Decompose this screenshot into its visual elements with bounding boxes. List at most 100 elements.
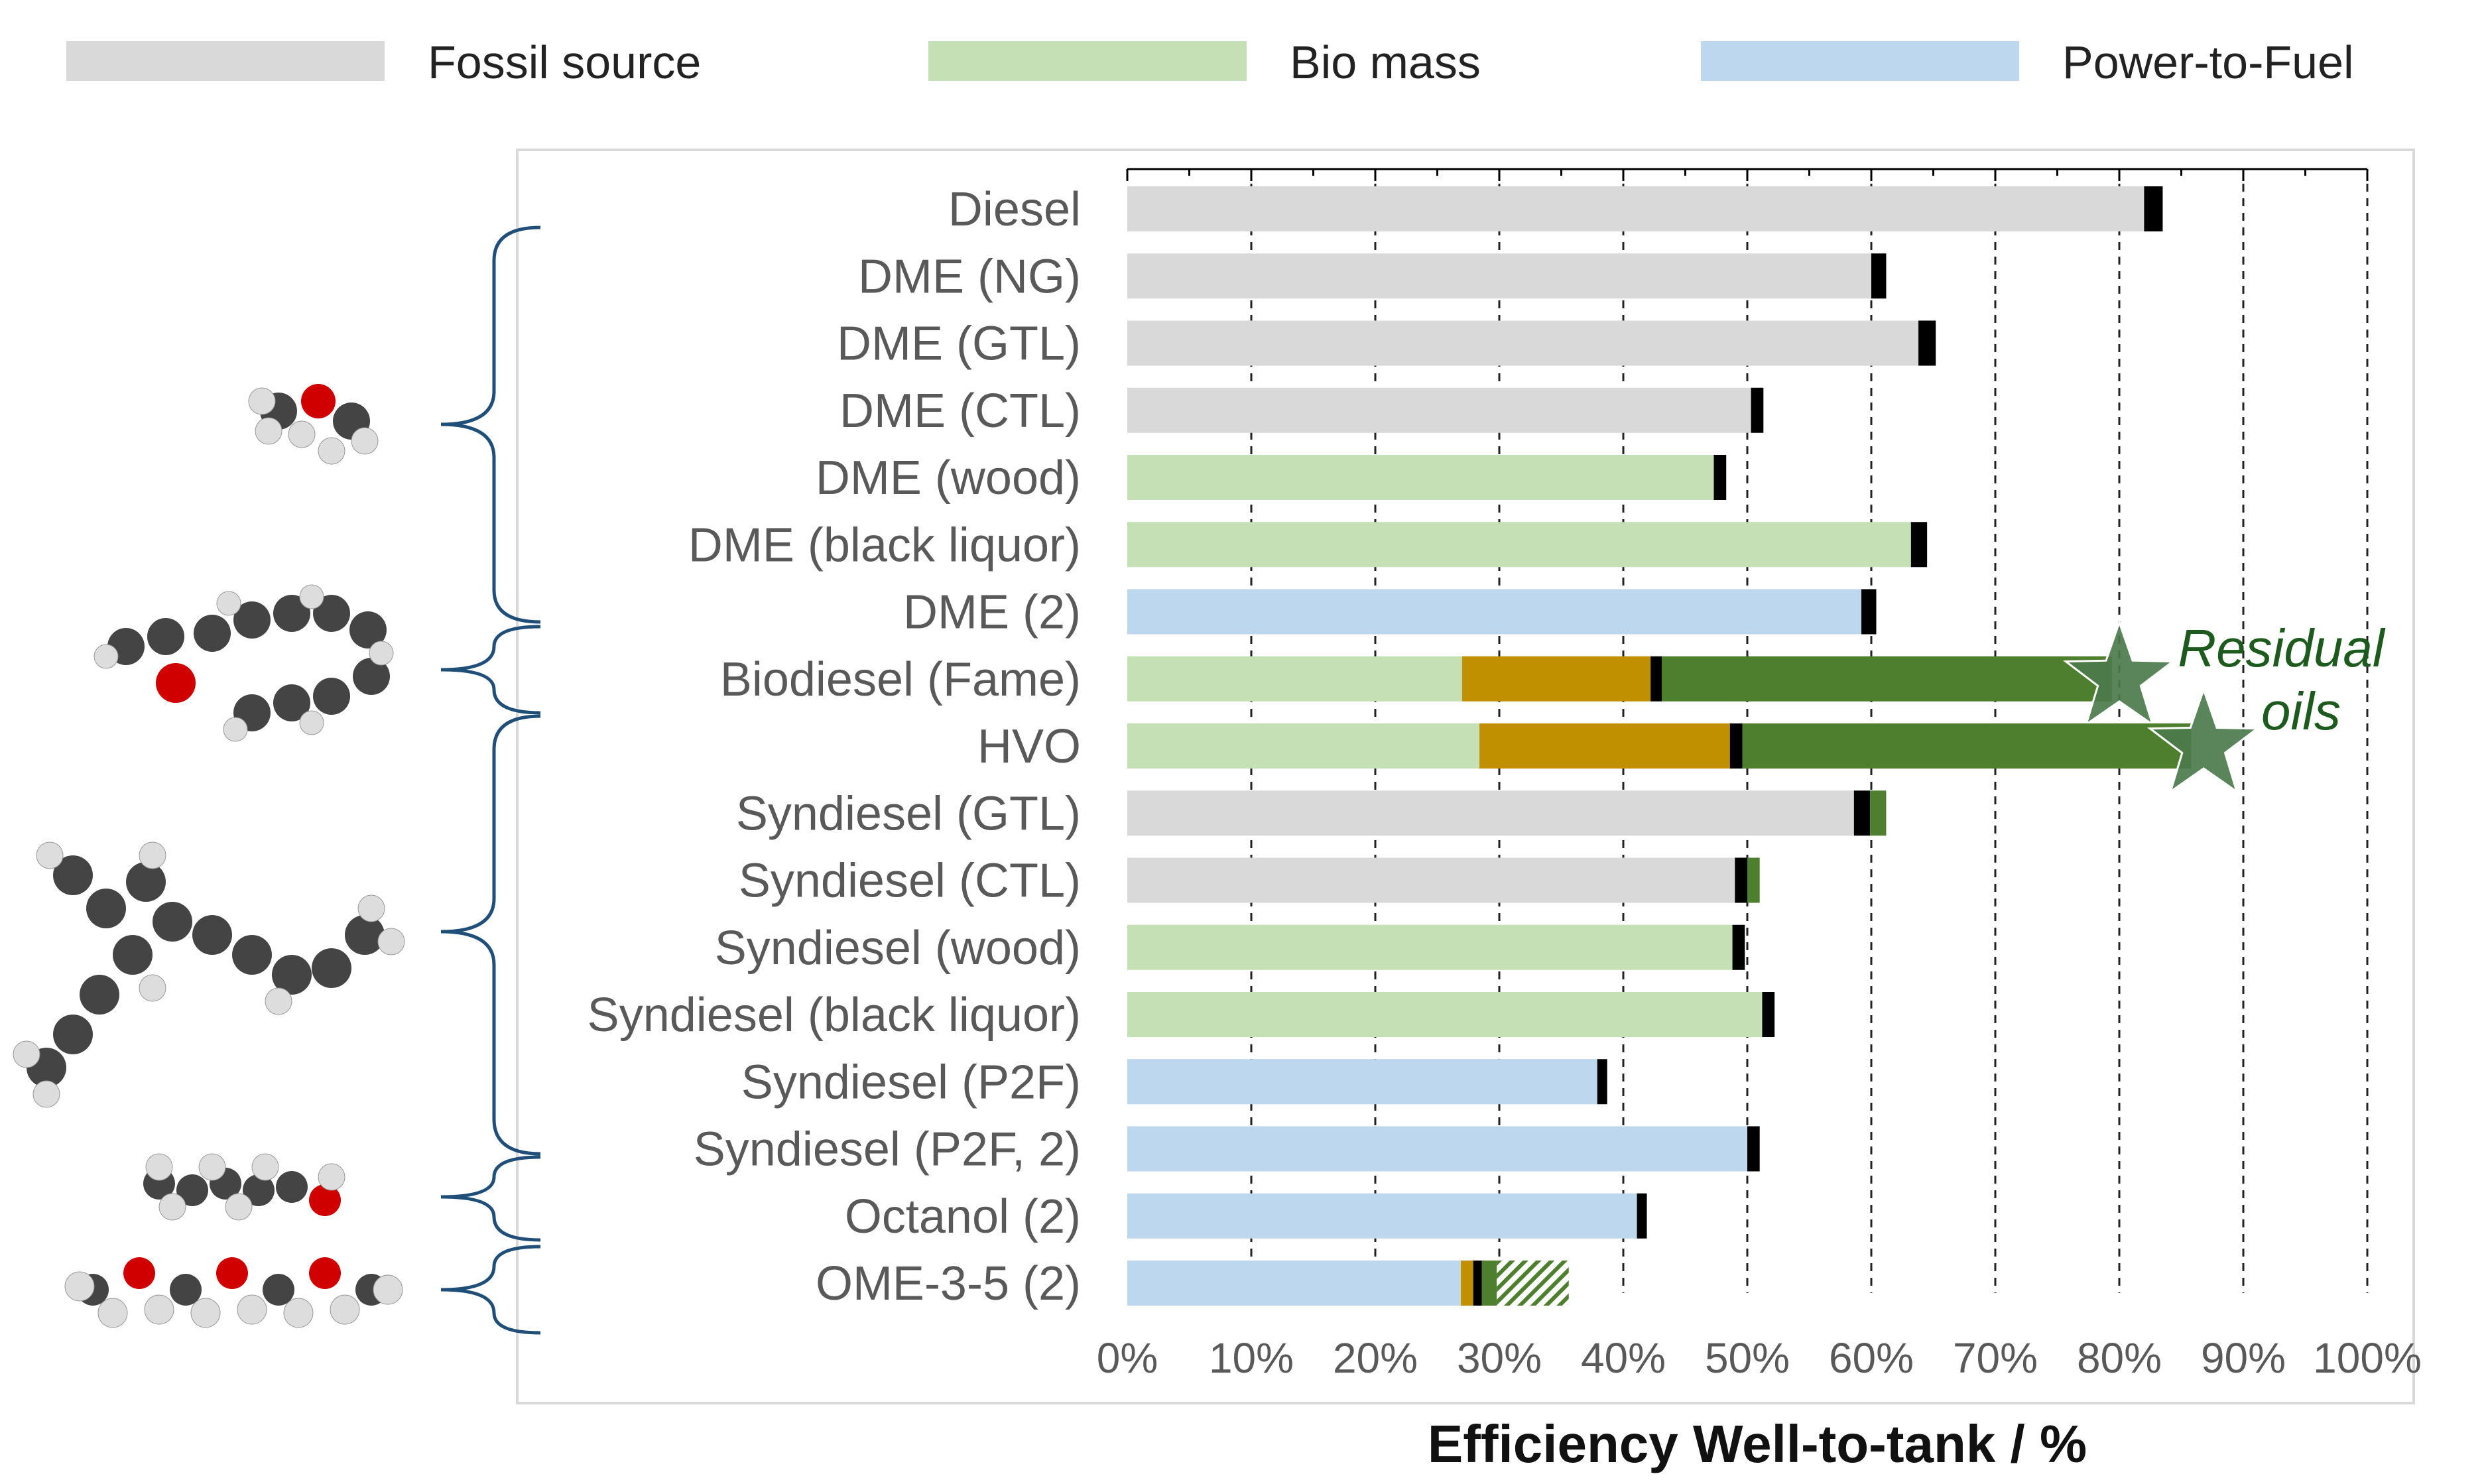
- category-label: Diesel: [948, 183, 1081, 236]
- bar-segment-bio: [1127, 656, 1462, 702]
- category-label: Syndiesel (CTL): [739, 855, 1081, 908]
- category-label: DME (2): [903, 586, 1081, 639]
- legend-label-biomass: Bio mass: [1290, 36, 1481, 88]
- bar-segment-marker: [1473, 1261, 1482, 1306]
- x-tick-label: 100%: [2313, 1334, 2422, 1382]
- bar-segment-marker: [1732, 924, 1745, 970]
- category-label: Syndiesel (GTL): [736, 787, 1081, 840]
- bars: [1127, 186, 2261, 1306]
- x-tick-label: 30%: [1457, 1334, 1542, 1382]
- residual-oils-star-icon: [2062, 619, 2176, 727]
- bar-segment-p2f: [1127, 1126, 1747, 1172]
- bar-segment-marker: [1751, 387, 1764, 433]
- bar-segment-marker: [1713, 455, 1727, 500]
- legend-swatch-fossil: [66, 41, 385, 81]
- bar-segment-orange: [1461, 656, 1651, 702]
- bar-segment-p2f: [1127, 589, 1862, 635]
- bar-segment-fossil: [1127, 320, 1919, 366]
- ome-molecule-icon: [64, 1257, 403, 1328]
- dme-molecule-icon: [248, 384, 379, 465]
- category-label: DME (GTL): [837, 318, 1081, 371]
- x-tick-label: 80%: [2077, 1334, 2162, 1382]
- x-tick-label: 40%: [1581, 1334, 1666, 1382]
- bar-segment-marker: [1861, 589, 1877, 635]
- category-label: Octanol (2): [845, 1190, 1081, 1243]
- category-label: Syndiesel (black liquor): [588, 989, 1081, 1042]
- brace-ome: [440, 1245, 541, 1335]
- bar-segment-bio: [1127, 723, 1480, 769]
- bar-segment-marker: [1729, 723, 1743, 769]
- bar-segment-bio: [1127, 455, 1714, 500]
- legend-label-power-to-fuel: Power-to-Fuel: [2062, 36, 2354, 88]
- bar-segment-bio: [1127, 992, 1763, 1037]
- category-label: Biodiesel (Fame): [720, 653, 1081, 706]
- bar-segment-marker: [1853, 790, 1871, 836]
- bar-segment-marker: [1650, 656, 1662, 702]
- bar-segment-marker: [1762, 992, 1775, 1037]
- bar-segment-bio: [1127, 924, 1733, 970]
- bar-segment-bio: [1127, 522, 1911, 568]
- bar-segment-fossil: [1127, 253, 1871, 299]
- legend-swatch-biomass: [928, 41, 1247, 81]
- category-label: DME (NG): [858, 250, 1081, 303]
- plot-frame: [516, 149, 2415, 1404]
- x-tick-label: 0%: [1097, 1334, 1158, 1382]
- bar-segment-marker: [1918, 320, 1936, 366]
- bar-segment-dark_green: [1870, 790, 1887, 836]
- bar-segment-fossil: [1127, 186, 2144, 231]
- residual-oils-star-icon: [2146, 686, 2261, 794]
- x-axis: 0% 10% 20% 30% 40% 50% 60% 70% 80% 90% 100%: [1097, 168, 2422, 1382]
- bar-segment-dark_green: [1661, 656, 2112, 702]
- bar-segment-p2f: [1127, 1193, 1637, 1239]
- bar-segment-marker: [1735, 857, 1747, 903]
- bar-segment-hatch: [1497, 1261, 1569, 1306]
- x-tick-label: 70%: [1953, 1334, 2038, 1382]
- x-axis-title: Efficiency Well-to-tank / %: [1428, 1414, 2087, 1473]
- bar-segment-marker: [2144, 186, 2163, 231]
- bar-segment-fossil: [1127, 387, 1751, 433]
- category-labels: Diesel DME (NG) DME (GTL) DME (CTL) DME (woo…: [588, 183, 1081, 1310]
- bar-segment-fossil: [1127, 790, 1854, 836]
- bar-segment-dark_green: [1742, 723, 2192, 769]
- bar-segment-orange: [1461, 1261, 1473, 1306]
- x-tick-label: 10%: [1209, 1334, 1294, 1382]
- group-braces: [440, 225, 541, 1335]
- category-label: OME-3-5 (2): [816, 1257, 1081, 1310]
- bar-segment-dark_green: [1481, 1261, 1497, 1306]
- category-label: DME (CTL): [839, 385, 1081, 438]
- legend: Fossil source Bio mass Power-to-Fuel: [66, 36, 2354, 88]
- brace-dme: [440, 225, 541, 624]
- bar-segment-fossil: [1127, 857, 1735, 903]
- category-label: Syndiesel (P2F): [741, 1056, 1081, 1109]
- bar-segment-orange: [1479, 723, 1730, 769]
- x-tick-label: 20%: [1333, 1334, 1418, 1382]
- legend-swatch-power-to-fuel: [1701, 41, 2019, 81]
- x-tick-label: 50%: [1705, 1334, 1790, 1382]
- bar-segment-dark_green: [1747, 857, 1760, 903]
- bar-segment-marker: [1597, 1059, 1607, 1105]
- residual-oils-annotation: Residual oils: [2178, 619, 2386, 741]
- x-tick-label: 90%: [2201, 1334, 2286, 1382]
- x-tick-label: 60%: [1829, 1334, 1914, 1382]
- bar-segment-marker: [1747, 1126, 1760, 1172]
- bar-segment-marker: [1637, 1193, 1647, 1239]
- brace-syndiesel: [440, 714, 541, 1156]
- bar-segment-marker: [1871, 253, 1887, 299]
- octanol-molecule-icon: [143, 1153, 345, 1221]
- annotation-line1: Residual: [2178, 619, 2386, 678]
- category-label: HVO: [977, 720, 1081, 773]
- category-label: Syndiesel (wood): [715, 922, 1081, 975]
- fame-molecule-icon: [93, 584, 394, 742]
- syndiesel-molecule-icon: [13, 841, 405, 1108]
- bar-segment-p2f: [1127, 1261, 1461, 1306]
- brace-fame: [440, 625, 541, 715]
- legend-label-fossil: Fossil source: [428, 36, 701, 88]
- molecule-illustrations: [13, 384, 405, 1328]
- category-label: Syndiesel (P2F, 2): [694, 1123, 1081, 1176]
- bar-segment-marker: [1910, 522, 1928, 568]
- brace-octanol: [440, 1155, 541, 1242]
- annotation-line2: oils: [2261, 682, 2341, 741]
- category-label: DME (black liquor): [688, 519, 1081, 572]
- category-label: DME (wood): [816, 452, 1081, 505]
